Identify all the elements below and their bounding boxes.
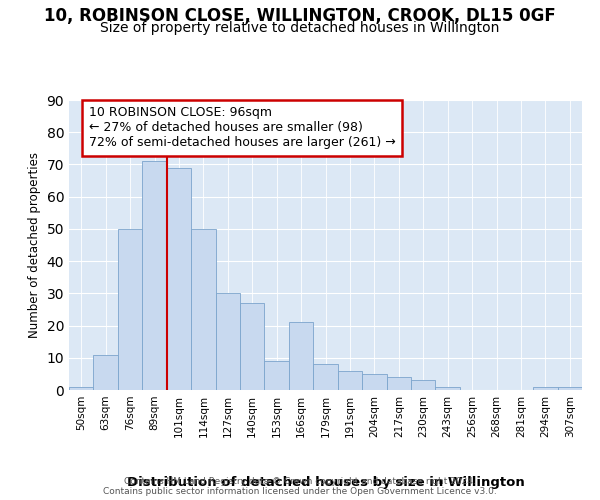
Bar [557, 387, 582, 390]
Bar [142, 161, 167, 390]
Bar [362, 374, 386, 390]
Text: 10 ROBINSON CLOSE: 96sqm
← 27% of detached houses are smaller (98)
72% of semi-d: 10 ROBINSON CLOSE: 96sqm ← 27% of detach… [89, 106, 395, 150]
Text: Size of property relative to detached houses in Willington: Size of property relative to detached ho… [100, 21, 500, 35]
Bar [215, 294, 240, 390]
Bar [265, 361, 289, 390]
Bar [167, 168, 191, 390]
Bar [436, 387, 460, 390]
Bar [313, 364, 338, 390]
Bar [533, 387, 557, 390]
Bar [411, 380, 436, 390]
X-axis label: Distribution of detached houses by size in Willington: Distribution of detached houses by size … [127, 476, 524, 489]
Bar [69, 387, 94, 390]
Bar [386, 377, 411, 390]
Text: Contains HM Land Registry data © Crown copyright and database right 2024.: Contains HM Land Registry data © Crown c… [124, 477, 476, 486]
Bar [289, 322, 313, 390]
Bar [240, 303, 265, 390]
Text: 10, ROBINSON CLOSE, WILLINGTON, CROOK, DL15 0GF: 10, ROBINSON CLOSE, WILLINGTON, CROOK, D… [44, 8, 556, 26]
Y-axis label: Number of detached properties: Number of detached properties [28, 152, 41, 338]
Bar [118, 229, 142, 390]
Bar [338, 370, 362, 390]
Bar [191, 229, 215, 390]
Bar [94, 354, 118, 390]
Text: Contains public sector information licensed under the Open Government Licence v3: Contains public sector information licen… [103, 487, 497, 496]
